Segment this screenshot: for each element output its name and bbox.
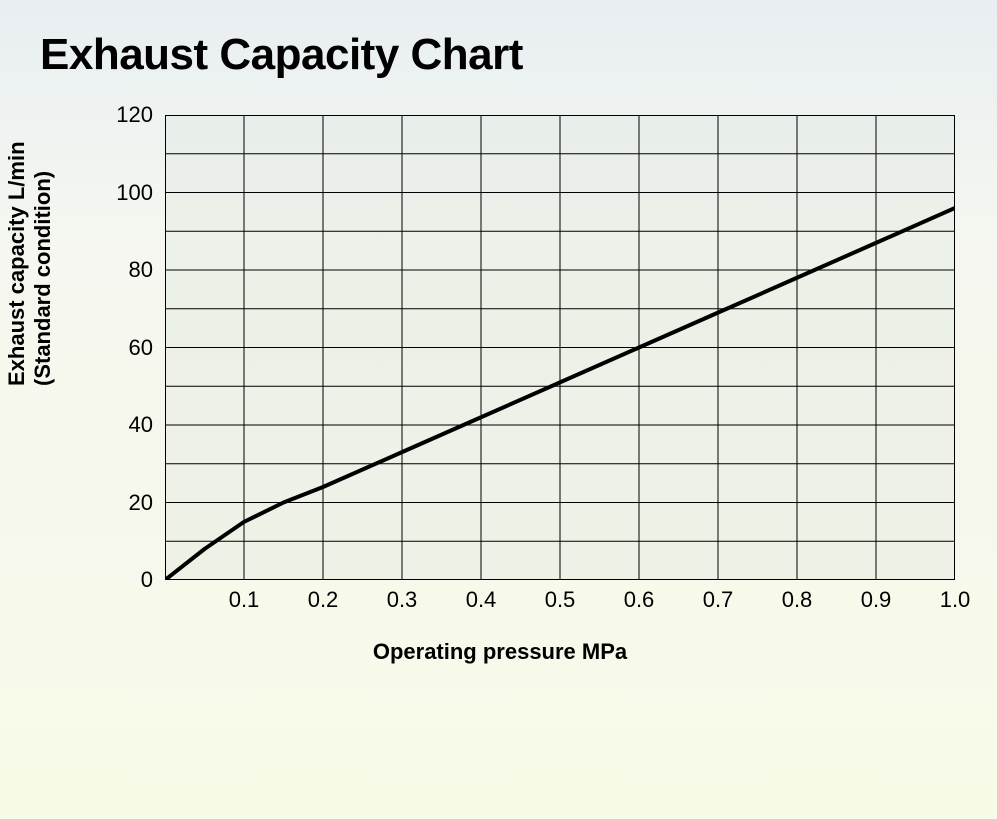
x-tick-label: 0.2 bbox=[308, 587, 339, 613]
y-tick-label: 40 bbox=[105, 412, 153, 438]
x-tick-label: 0.4 bbox=[466, 587, 497, 613]
x-tick-label: 0.8 bbox=[782, 587, 813, 613]
x-tick-label: 0.9 bbox=[861, 587, 892, 613]
x-tick-label: 0.5 bbox=[545, 587, 576, 613]
y-tick-label: 100 bbox=[105, 180, 153, 206]
x-tick-label: 0.3 bbox=[387, 587, 418, 613]
y-tick-label: 120 bbox=[105, 102, 153, 128]
x-tick-label: 0.1 bbox=[229, 587, 260, 613]
y-tick-label: 60 bbox=[105, 335, 153, 361]
y-tick-label: 20 bbox=[105, 490, 153, 516]
x-tick-label: 1.0 bbox=[940, 587, 971, 613]
chart-title: Exhaust Capacity Chart bbox=[0, 0, 997, 80]
x-tick-label: 0.6 bbox=[624, 587, 655, 613]
y-tick-label: 80 bbox=[105, 257, 153, 283]
y-tick-label: 0 bbox=[105, 567, 153, 593]
x-tick-label: 0.7 bbox=[703, 587, 734, 613]
chart-container: Exhaust capacity L/min (Standard conditi… bbox=[40, 100, 960, 660]
plot-area bbox=[165, 115, 955, 580]
x-axis-label: Operating pressure MPa bbox=[40, 639, 960, 665]
